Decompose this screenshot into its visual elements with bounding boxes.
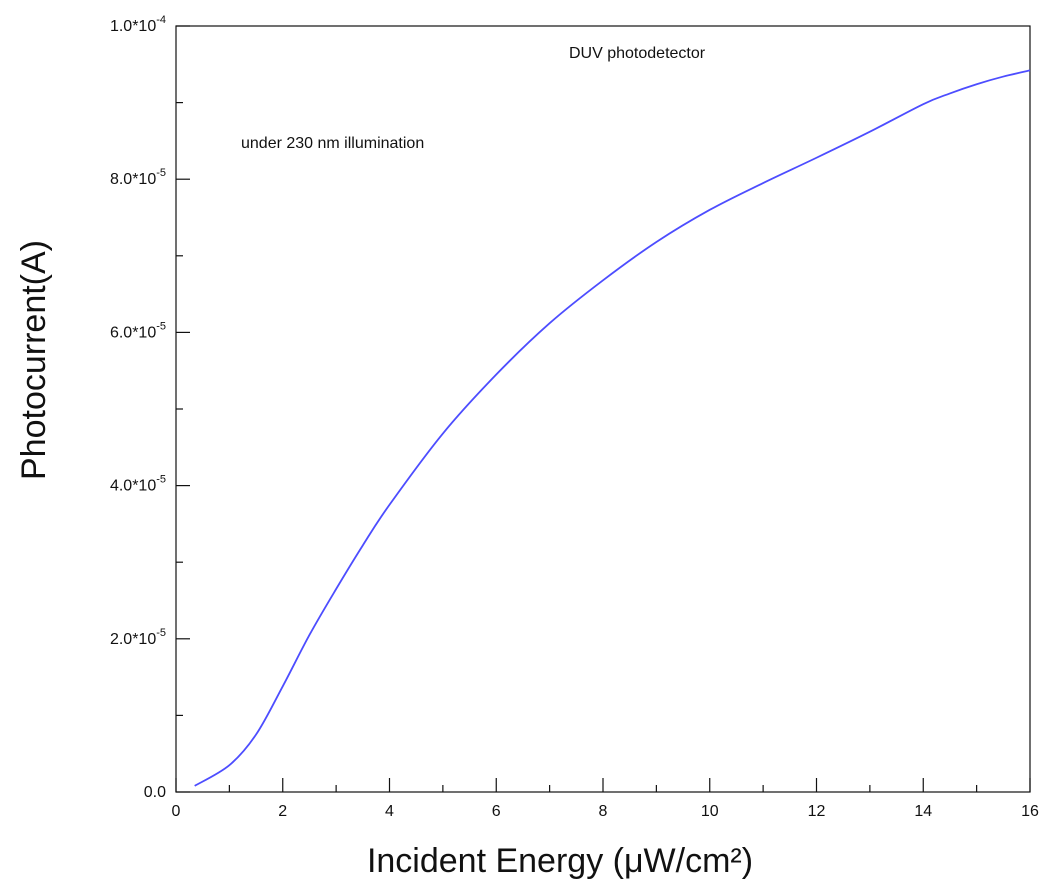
y-axis-title: Photocurrent(A) — [15, 240, 53, 480]
y-tick-label: 1.0*10-4 — [110, 14, 166, 35]
x-tick-label: 2 — [278, 803, 287, 820]
x-tick-label: 0 — [172, 803, 181, 820]
annotation-duv: DUV photodetector — [569, 45, 706, 62]
series-layer — [194, 69, 1031, 787]
x-tick-label: 16 — [1021, 803, 1039, 820]
x-tick-label: 10 — [701, 803, 719, 820]
x-axis-title: Incident Energy (μW/cm²) — [367, 842, 753, 880]
y-tick-label: 0.0 — [144, 784, 166, 801]
annotation-illumination: under 230 nm illumination — [241, 135, 424, 152]
x-tick-label: 4 — [385, 803, 394, 820]
ticks: 0 2 4 6 8 10 12 14 16 0.0 2.0*10-5 4.0*10-5 6.0*10-5… — [110, 14, 1039, 820]
x-tick-label: 12 — [808, 803, 826, 820]
y-tick-label: 8.0*10-5 — [110, 167, 166, 188]
y-tick-label: 2.0*10-5 — [110, 627, 166, 648]
x-tick-label: 14 — [914, 803, 932, 820]
y-tick-label: 6.0*10-5 — [110, 320, 166, 341]
series-line — [194, 69, 1031, 787]
y-tick-label: 4.0*10-5 — [110, 474, 166, 495]
x-tick-label: 6 — [492, 803, 501, 820]
x-tick-label: 8 — [599, 803, 608, 820]
